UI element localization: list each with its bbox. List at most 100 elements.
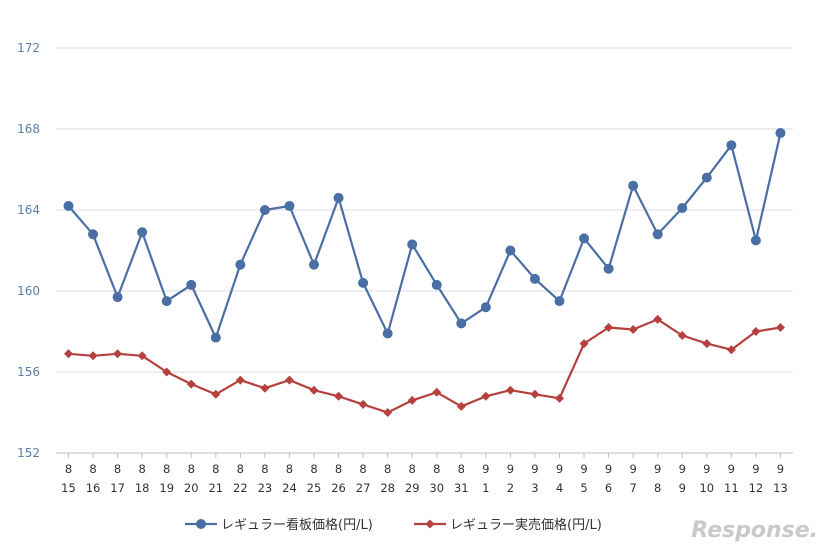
x-tick-label-day: 12: [749, 481, 764, 495]
x-axis: 8158168178188198208218228238248258268278…: [61, 453, 788, 495]
x-tick-label-month: 8: [433, 462, 440, 476]
data-point-1: [64, 349, 73, 359]
data-point-0: [333, 192, 344, 203]
data-point-0: [701, 172, 712, 183]
data-point-1: [334, 391, 344, 401]
x-tick-label-month: 8: [286, 462, 293, 476]
data-point-0: [382, 328, 393, 339]
data-point-1: [702, 339, 712, 349]
x-tick-label-month: 9: [777, 462, 784, 476]
plot-area: [63, 128, 786, 417]
x-tick-label-day: 8: [654, 481, 661, 495]
data-point-0: [161, 296, 172, 307]
x-tick-label-month: 9: [752, 462, 759, 476]
gridlines: [56, 47, 793, 454]
legend-label-0: レギュラー看板価格(円/L): [221, 517, 373, 533]
x-tick-label-day: 1: [482, 481, 489, 495]
data-point-0: [652, 229, 663, 240]
x-tick-label-day: 13: [773, 481, 788, 495]
x-tick-label-day: 25: [307, 481, 322, 495]
data-point-1: [555, 393, 564, 403]
data-point-1: [505, 385, 515, 395]
x-tick-label-day: 21: [208, 481, 223, 495]
data-point-1: [530, 389, 540, 399]
legend-marker-1: [425, 519, 435, 529]
x-tick-label-day: 7: [629, 481, 636, 495]
y-axis: 152 156 160 164 168 172: [17, 41, 40, 460]
data-point-1: [579, 339, 589, 349]
x-tick-label-day: 17: [110, 481, 125, 495]
series-line-1: [68, 318, 781, 414]
data-point-0: [505, 245, 516, 256]
data-point-0: [431, 279, 442, 290]
x-tick-label-month: 9: [605, 462, 612, 476]
x-tick-label-month: 8: [237, 462, 244, 476]
x-tick-label-day: 4: [556, 481, 563, 495]
data-point-1: [604, 322, 614, 332]
data-point-1: [88, 351, 98, 361]
x-tick-label-month: 9: [507, 462, 514, 476]
data-point-0: [529, 273, 540, 284]
x-tick-label-day: 9: [679, 481, 686, 495]
x-tick-label-day: 15: [61, 481, 76, 495]
legend-marker-0: [196, 519, 206, 529]
x-tick-label-day: 10: [699, 481, 714, 495]
x-tick-label-month: 8: [261, 462, 268, 476]
x-tick-label-month: 9: [654, 462, 661, 476]
x-tick-label-day: 2: [507, 481, 514, 495]
x-tick-label-month: 8: [359, 462, 366, 476]
x-tick-label-month: 8: [163, 462, 170, 476]
x-tick-label-day: 28: [380, 481, 395, 495]
data-point-1: [653, 314, 663, 324]
x-tick-label-month: 8: [335, 462, 342, 476]
x-tick-label-day: 5: [580, 481, 587, 495]
y-tick-label: 152: [17, 446, 40, 460]
y-tick-label: 156: [17, 365, 40, 379]
x-tick-label-month: 9: [703, 462, 710, 476]
x-tick-label-day: 30: [429, 481, 444, 495]
x-tick-label-month: 8: [114, 462, 121, 476]
data-point-0: [579, 233, 590, 244]
x-tick-label-month: 9: [629, 462, 636, 476]
data-point-0: [677, 202, 688, 213]
data-point-0: [456, 318, 467, 329]
y-tick-label: 160: [17, 284, 40, 298]
x-tick-label-month: 8: [188, 462, 195, 476]
x-tick-label-day: 29: [405, 481, 420, 495]
x-tick-label-day: 22: [233, 481, 248, 495]
x-tick-label-day: 24: [282, 481, 297, 495]
data-point-0: [480, 302, 491, 313]
x-tick-label-month: 8: [212, 462, 219, 476]
data-point-0: [358, 277, 369, 288]
data-point-0: [112, 292, 123, 303]
x-tick-label-month: 8: [409, 462, 416, 476]
x-tick-label-day: 19: [159, 481, 174, 495]
x-tick-label-month: 8: [89, 462, 96, 476]
data-point-1: [456, 401, 466, 411]
x-tick-label-month: 8: [458, 462, 465, 476]
response-watermark: Response.: [691, 518, 818, 543]
data-point-0: [554, 296, 565, 307]
data-point-1: [162, 367, 172, 377]
data-point-0: [775, 128, 786, 139]
data-point-0: [750, 235, 761, 246]
y-tick-label: 172: [17, 41, 40, 55]
x-tick-label-month: 9: [556, 462, 563, 476]
x-tick-label-day: 26: [331, 481, 346, 495]
legend-label-1: レギュラー実売価格(円/L): [450, 517, 602, 533]
x-tick-label-day: 11: [724, 481, 739, 495]
data-point-1: [432, 387, 442, 397]
data-point-0: [726, 140, 737, 151]
x-tick-label-month: 9: [531, 462, 538, 476]
data-point-0: [407, 239, 418, 250]
x-tick-label-day: 3: [531, 481, 538, 495]
x-tick-label-day: 18: [135, 481, 150, 495]
data-point-1: [726, 345, 736, 355]
data-point-1: [407, 395, 417, 405]
x-tick-label-day: 6: [605, 481, 612, 495]
data-point-0: [137, 227, 148, 238]
data-point-0: [63, 200, 74, 211]
data-point-1: [260, 383, 270, 393]
data-point-1: [481, 391, 491, 401]
